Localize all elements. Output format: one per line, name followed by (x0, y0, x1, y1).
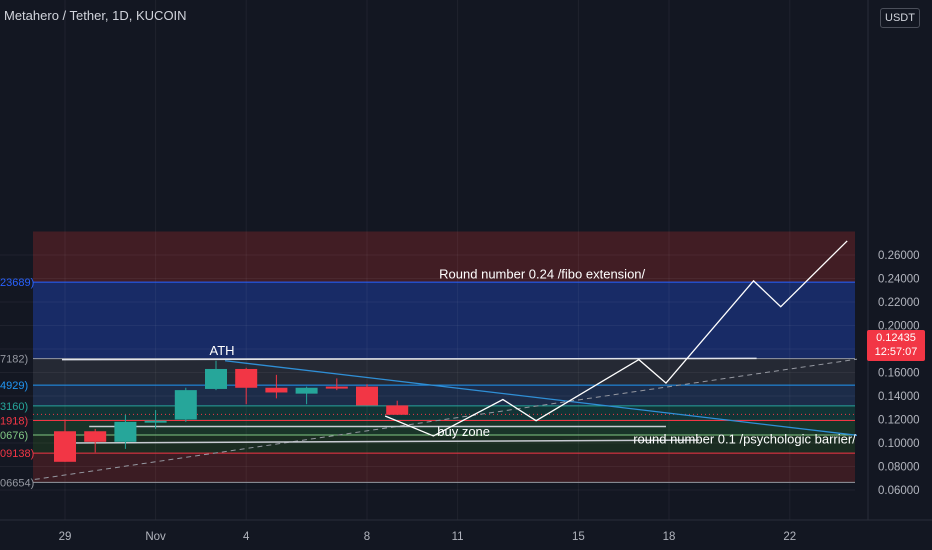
time-tick-label: 22 (783, 531, 796, 543)
candle-body (386, 405, 409, 415)
candle-body (325, 386, 348, 389)
fib-level-label: 06654) (0, 477, 34, 489)
time-tick-label: 8 (364, 531, 370, 543)
annotation-label: Round number 0.24 /fibo extension/ (439, 267, 645, 282)
candle-countdown: 12:57:07 (874, 346, 918, 358)
fib-level-label: 09138) (0, 448, 34, 460)
last-price-label: 0.12435 12:57:07 (867, 330, 925, 361)
price-tick-label: 0.10000 (878, 438, 920, 450)
fib-zone-1 (33, 282, 855, 359)
price-tick-label: 0.24000 (878, 274, 920, 286)
candle-body (205, 368, 227, 389)
fib-zone-5 (33, 420, 855, 436)
candle-body (174, 390, 197, 420)
time-tick-label: 4 (243, 531, 250, 543)
candle-body (114, 421, 137, 442)
fib-zone-2 (33, 358, 855, 386)
time-tick-label: 29 (59, 531, 72, 543)
fib-zone-4 (33, 405, 855, 421)
price-tick-label: 0.22000 (878, 297, 920, 309)
price-tick-label: 0.08000 (878, 462, 920, 474)
candle-body (295, 387, 318, 394)
candle-body (235, 368, 258, 388)
trendline-resistance (224, 360, 863, 437)
fib-zone-6 (33, 435, 855, 454)
time-axis-bg (0, 520, 932, 550)
fib-zone-7 (33, 453, 855, 483)
annotation-label: ATH (210, 343, 235, 358)
time-tick-label: 15 (572, 531, 585, 543)
chart-title: Metahero / Tether, 1D, KUCOIN (4, 8, 187, 23)
zones-layer (33, 231, 855, 483)
candle-body (265, 387, 288, 393)
fib-level-label: 7182) (0, 354, 28, 366)
candle-body (84, 431, 107, 442)
trendline-horizontal (61, 439, 700, 444)
fib-level-label: 1918) (0, 415, 28, 427)
annotations-layer: Round number 0.24 /fibo extension/ATH buy… (210, 267, 857, 447)
projection-path (384, 240, 848, 437)
fib-level-label: 23689) (0, 277, 34, 289)
price-tick-label: 0.16000 (878, 368, 920, 380)
trendline-ath (61, 357, 757, 361)
fib-level-label: 4929) (0, 380, 28, 392)
fib-zone-3 (33, 385, 855, 406)
fib-zone-0 (33, 231, 855, 283)
fib-level-label: 3160) (0, 401, 28, 413)
price-axis[interactable]: 0.260000.240000.220000.200000.180000.160… (857, 0, 932, 550)
candle-body (54, 431, 76, 462)
candles-layer (54, 360, 409, 462)
time-tick-label: Nov (145, 531, 166, 543)
last-price-value: 0.12435 (876, 332, 916, 344)
price-axis-bg (857, 0, 932, 550)
trendlines-layer (34, 357, 863, 480)
price-tick-label: 0.20000 (878, 321, 920, 333)
fib-level-label: 0676) (0, 430, 28, 442)
price-tick-label: 0.12000 (878, 415, 920, 427)
price-tick-label: 0.26000 (878, 250, 920, 262)
price-tick-label: 0.06000 (878, 485, 920, 497)
time-tick-label: 18 (663, 531, 676, 543)
candle-body (144, 420, 167, 423)
time-axis[interactable]: 29 Nov 4 8 11 15 18 22 (0, 519, 932, 550)
currency-button[interactable]: USDT (880, 8, 920, 28)
time-tick-label: 11 (452, 531, 464, 543)
price-tick-label: 0.14000 (878, 391, 920, 403)
projection-layer (384, 240, 848, 437)
annotation-label: buy zone (437, 424, 490, 439)
trendline-support_dashed (34, 357, 863, 480)
candle-body (356, 386, 378, 406)
annotation-label: round number 0.1 /psychologic barrier/ (633, 432, 856, 447)
